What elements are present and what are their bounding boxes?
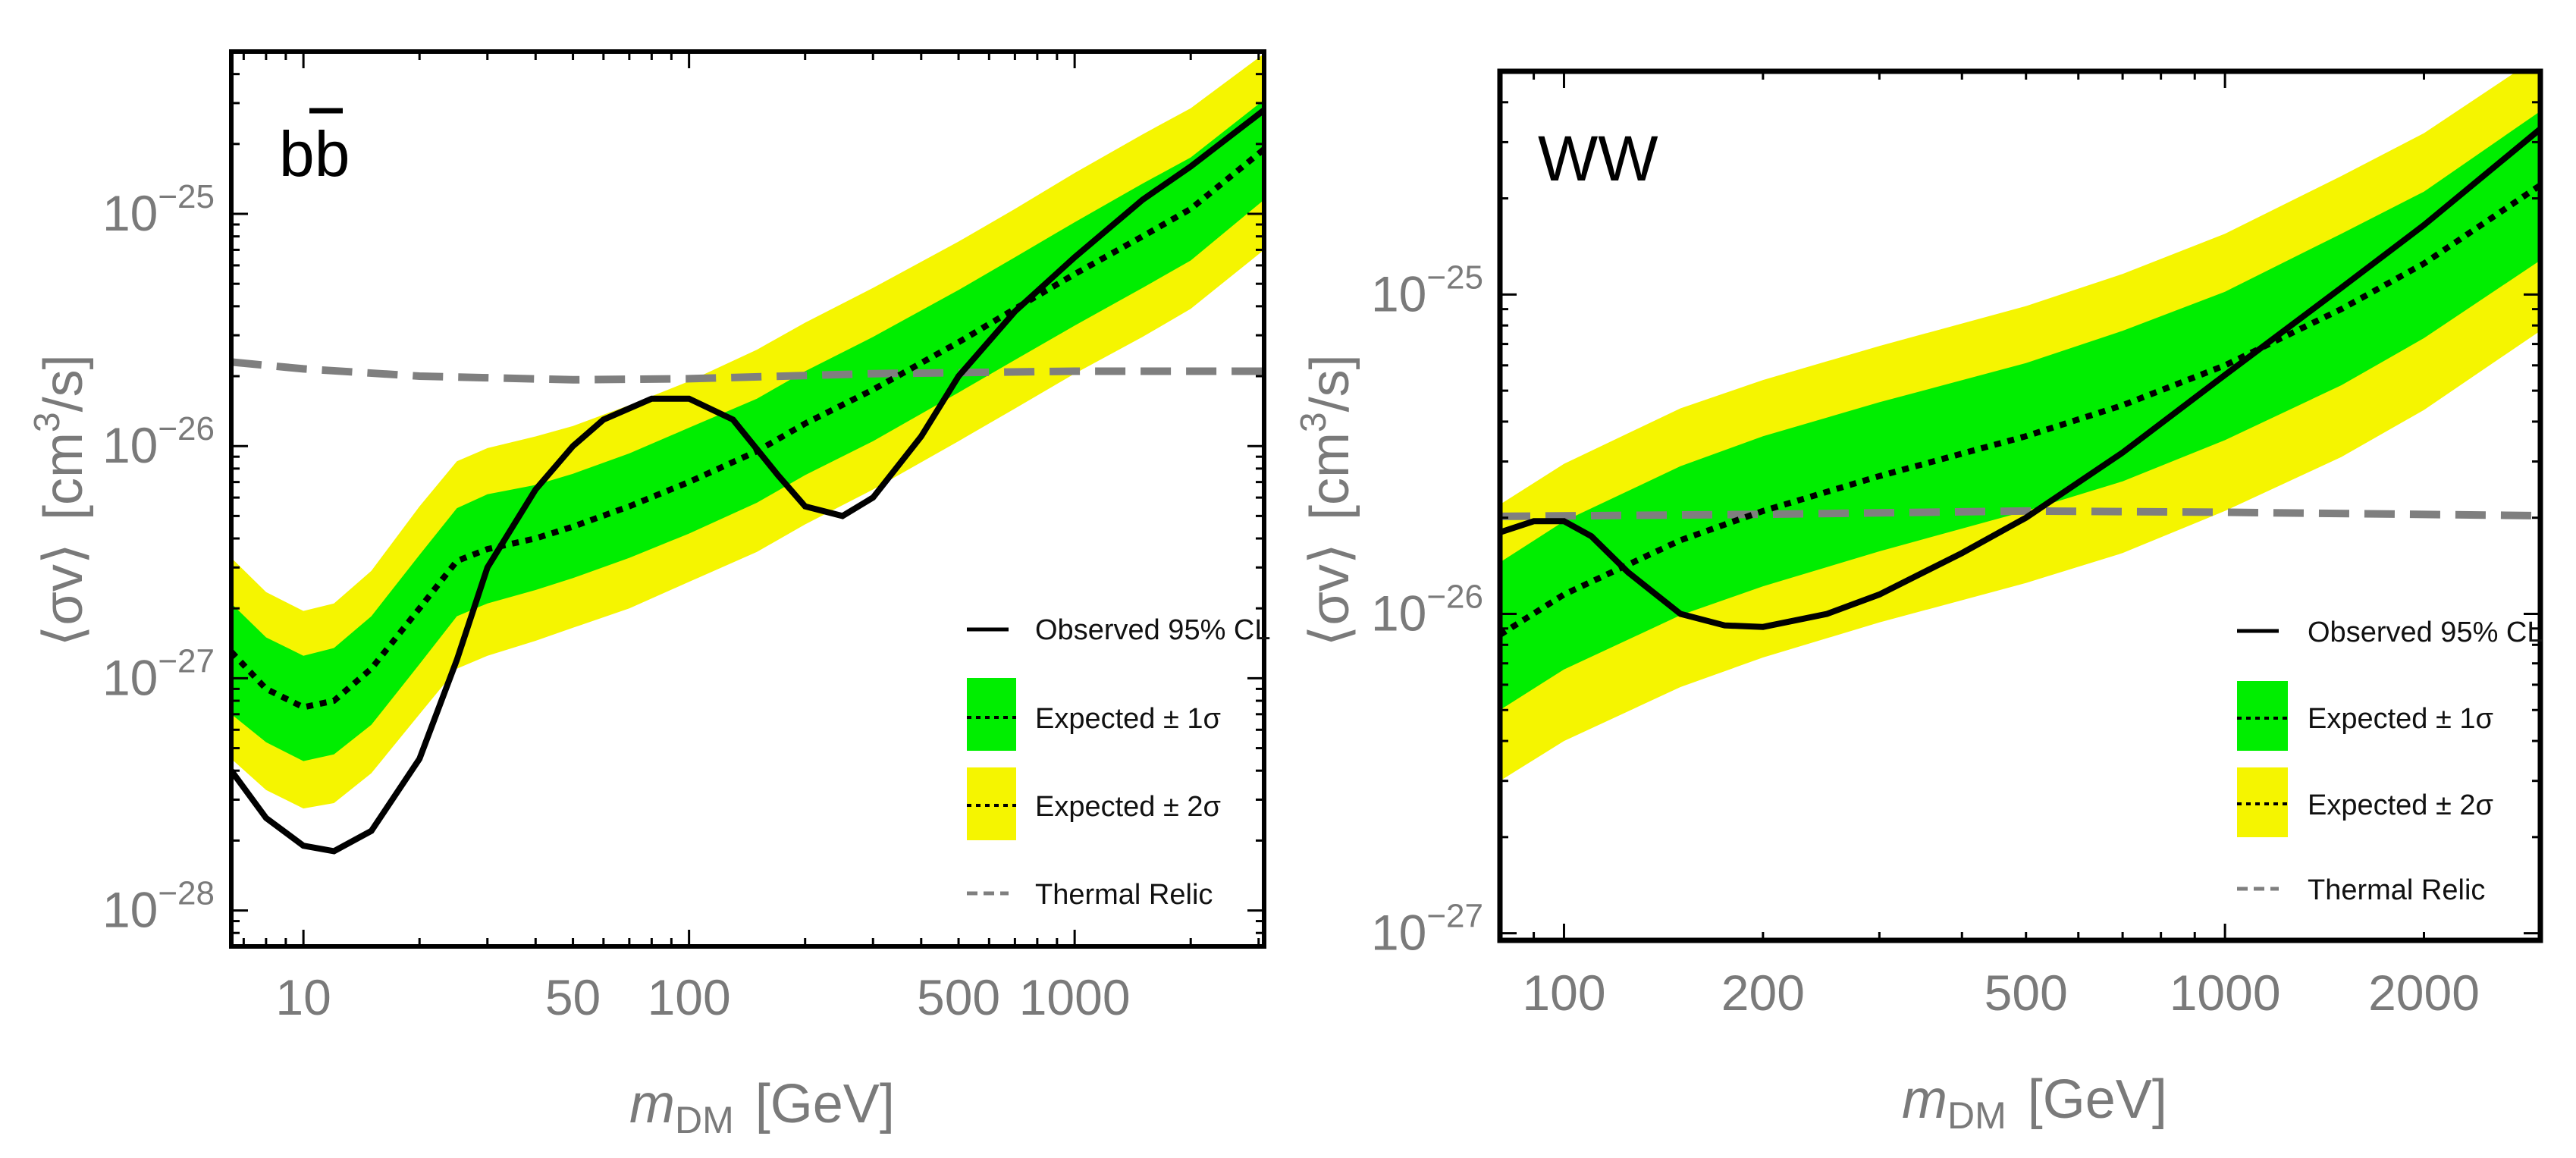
- bb-ylabel-unit: [cm: [33, 432, 94, 520]
- ww-legend: Observed 95% CL Expected ± 1σ Expected ±…: [2237, 617, 2543, 906]
- ww-panel: 10−27 10−26 10−25 100 200 500 1000 2000 WW ⟨σv…: [1294, 68, 2543, 1137]
- bb-xtick-label: 1000: [1019, 969, 1131, 1025]
- bb-ytick-label: 10−28: [102, 875, 215, 938]
- bb-ylabel-main: ⟨σv⟩: [33, 543, 94, 647]
- ww-thermal-relic-line: [1500, 507, 2540, 520]
- svg-text:mDM[GeV]: mDM [GeV]: [629, 1074, 895, 1141]
- ww-legend-thermal-label: Thermal Relic: [2308, 874, 2485, 906]
- ww-legend-1sigma-label: Expected ± 1σ: [2308, 703, 2493, 735]
- svg-text:mDM[GeV]: mDM [GeV]: [1902, 1069, 2167, 1137]
- ww-xlabel-var: m: [1902, 1069, 1947, 1130]
- ww-y-axis: 10−27 10−26 10−25: [1371, 101, 2540, 961]
- ww-xtick-label: 100: [1522, 965, 1605, 1021]
- bb-xtick-label: 10: [275, 969, 331, 1025]
- ww-xlabel-sub: DM: [1947, 1094, 2007, 1137]
- ww-legend-2sigma-label: Expected ± 2σ: [2308, 789, 2493, 821]
- bb-legend-2sigma-label: Expected ± 2σ: [1035, 791, 1221, 823]
- ww-y-axis-title: ⟨σv⟩ [cm3/s]: [1294, 354, 1360, 646]
- svg-text:⟨σv⟩[cm3/s]: ⟨σv⟩ [cm3/s]: [1294, 354, 1360, 646]
- bb-expected-1sigma-band: [231, 99, 1264, 761]
- bb-expected-median-line: [231, 146, 1264, 711]
- ww-plot-frame: [1497, 68, 2543, 943]
- ww-ylabel-unit: [cm: [1300, 432, 1360, 520]
- ww-ylabel-sup: 3: [1294, 412, 1334, 432]
- bb-xlabel-var: m: [629, 1074, 675, 1134]
- bb-plot-frame: [229, 49, 1266, 949]
- ww-observed-limit-line: [1500, 126, 2540, 630]
- ww-xtick-label: 500: [1985, 965, 2068, 1021]
- ww-expected-1sigma-band: [1500, 111, 2540, 711]
- bb-y-axis: 10−28 10−27 10−26 10−25: [102, 73, 1264, 948]
- bb-panel-title: bb: [279, 118, 350, 190]
- bb-legend-observed-label: Observed 95% CL: [1035, 614, 1271, 646]
- bb-x-axis: 10 50 100 500 1000: [242, 52, 1260, 1025]
- svg-text:⟨σv⟩[cm3/s]: ⟨σv⟩ [cm3/s]: [27, 354, 94, 646]
- bb-xlabel-unit: [GeV]: [755, 1074, 895, 1134]
- ww-ylabel-tail: /s]: [1300, 354, 1360, 412]
- bb-xtick-label: 50: [545, 969, 601, 1025]
- bb-legend-thermal-label: Thermal Relic: [1035, 879, 1213, 911]
- bb-legend-2sigma-swatch: [967, 767, 1016, 840]
- ww-xtick-label: 2000: [2368, 965, 2480, 1021]
- bb-xtick-label: 100: [648, 969, 731, 1025]
- ww-xtick-label: 1000: [2170, 965, 2281, 1021]
- bb-ytick-label: 10−25: [102, 178, 215, 241]
- bb-ylabel-sup: 3: [27, 412, 67, 432]
- ww-xlabel-unit: [GeV]: [2028, 1069, 2167, 1130]
- ww-ytick-label: 10−25: [1371, 259, 1483, 322]
- bb-ytick-label: 10−27: [102, 642, 215, 705]
- bb-legend-1sigma-swatch: [967, 678, 1016, 751]
- bb-legend: Observed 95% CL Expected ± 1σ Expected ±…: [967, 614, 1271, 911]
- bb-observed-limit-line: [231, 107, 1264, 855]
- bb-x-axis-title: mDM [GeV]: [629, 1074, 895, 1141]
- ww-x-axis-title: mDM [GeV]: [1902, 1069, 2167, 1137]
- bb-y-axis-title: ⟨σv⟩ [cm3/s]: [27, 354, 94, 646]
- ww-legend-1sigma-swatch: [2237, 681, 2288, 751]
- ww-legend-2sigma-swatch: [2237, 767, 2288, 837]
- ww-ytick-label: 10−27: [1371, 898, 1483, 961]
- ww-xtick-label: 200: [1721, 965, 1805, 1021]
- bb-thermal-relic-line: [231, 358, 1264, 384]
- ww-panel-title: WW: [1538, 123, 1658, 194]
- bb-xlabel-sub: DM: [675, 1099, 734, 1141]
- ww-legend-observed-label: Observed 95% CL: [2308, 617, 2543, 648]
- ww-x-axis: 100 200 500 1000 2000: [1498, 71, 2542, 1021]
- ww-ytick-label: 10−26: [1371, 578, 1483, 641]
- bb-legend-1sigma-label: Expected ± 1σ: [1035, 703, 1221, 735]
- bb-ytick-label: 10−26: [102, 410, 215, 473]
- ww-ylabel-main: ⟨σv⟩: [1300, 543, 1360, 647]
- ww-expected-median-line: [1500, 182, 2540, 638]
- bb-xtick-label: 500: [917, 969, 1000, 1025]
- bb-ylabel-tail: /s]: [33, 354, 94, 412]
- bb-panel: 10−28 10−27 10−26 10−25 10 50 100 500 1000 bb ⟨…: [27, 49, 1271, 1141]
